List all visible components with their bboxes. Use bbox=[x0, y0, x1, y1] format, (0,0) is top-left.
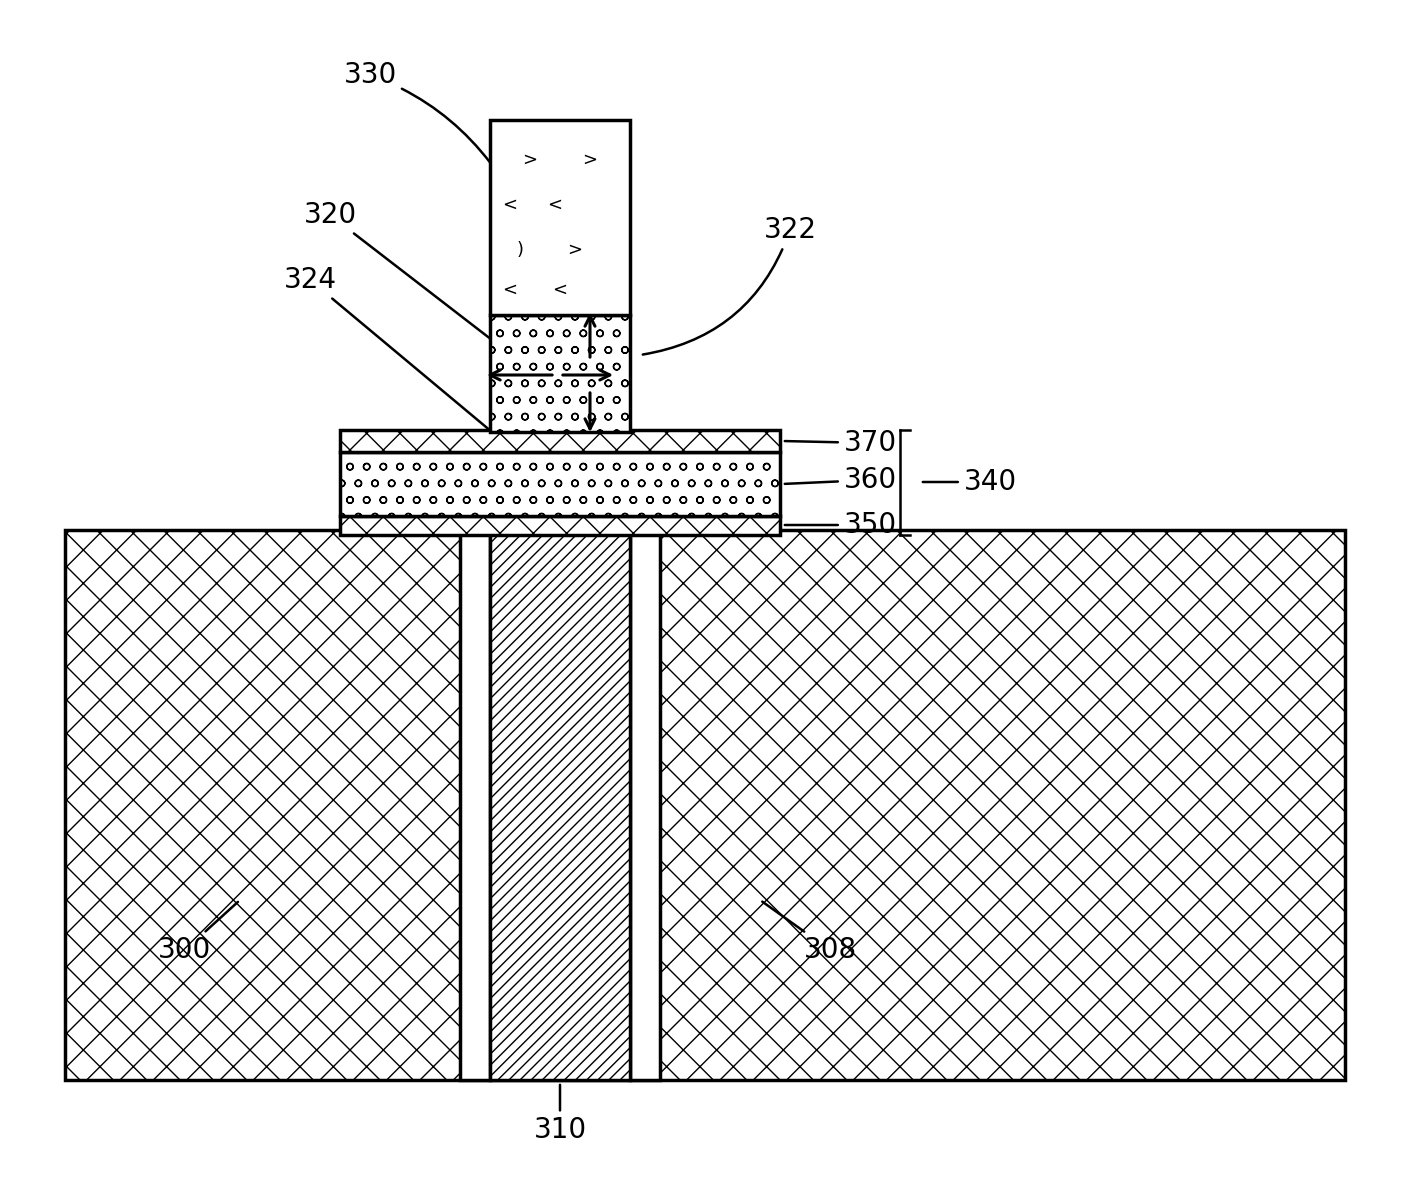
Text: 308: 308 bbox=[762, 902, 857, 964]
Bar bbox=[491, 530, 631, 1081]
Bar bbox=[460, 530, 491, 1081]
Text: <: < bbox=[553, 281, 567, 299]
Bar bbox=[65, 530, 1345, 1081]
Bar bbox=[631, 530, 660, 1081]
Text: >: > bbox=[583, 151, 598, 169]
Text: 370: 370 bbox=[785, 430, 896, 457]
Text: 330: 330 bbox=[344, 61, 491, 163]
Text: 310: 310 bbox=[533, 1085, 587, 1144]
Text: 320: 320 bbox=[304, 201, 489, 338]
Text: <: < bbox=[502, 281, 518, 299]
Text: 340: 340 bbox=[923, 468, 1017, 496]
Text: <: < bbox=[547, 196, 563, 214]
Bar bbox=[491, 120, 631, 315]
Text: >: > bbox=[523, 151, 537, 169]
Text: 350: 350 bbox=[785, 511, 896, 539]
Bar bbox=[339, 430, 781, 452]
Text: 324: 324 bbox=[283, 267, 489, 431]
Bar bbox=[339, 516, 781, 536]
Text: ): ) bbox=[516, 242, 523, 259]
Text: <: < bbox=[502, 196, 518, 214]
Text: 360: 360 bbox=[785, 466, 896, 494]
Text: >: > bbox=[567, 242, 583, 259]
Text: 322: 322 bbox=[643, 217, 816, 355]
Bar bbox=[491, 315, 631, 432]
Bar bbox=[339, 452, 781, 516]
Text: 300: 300 bbox=[158, 902, 238, 964]
